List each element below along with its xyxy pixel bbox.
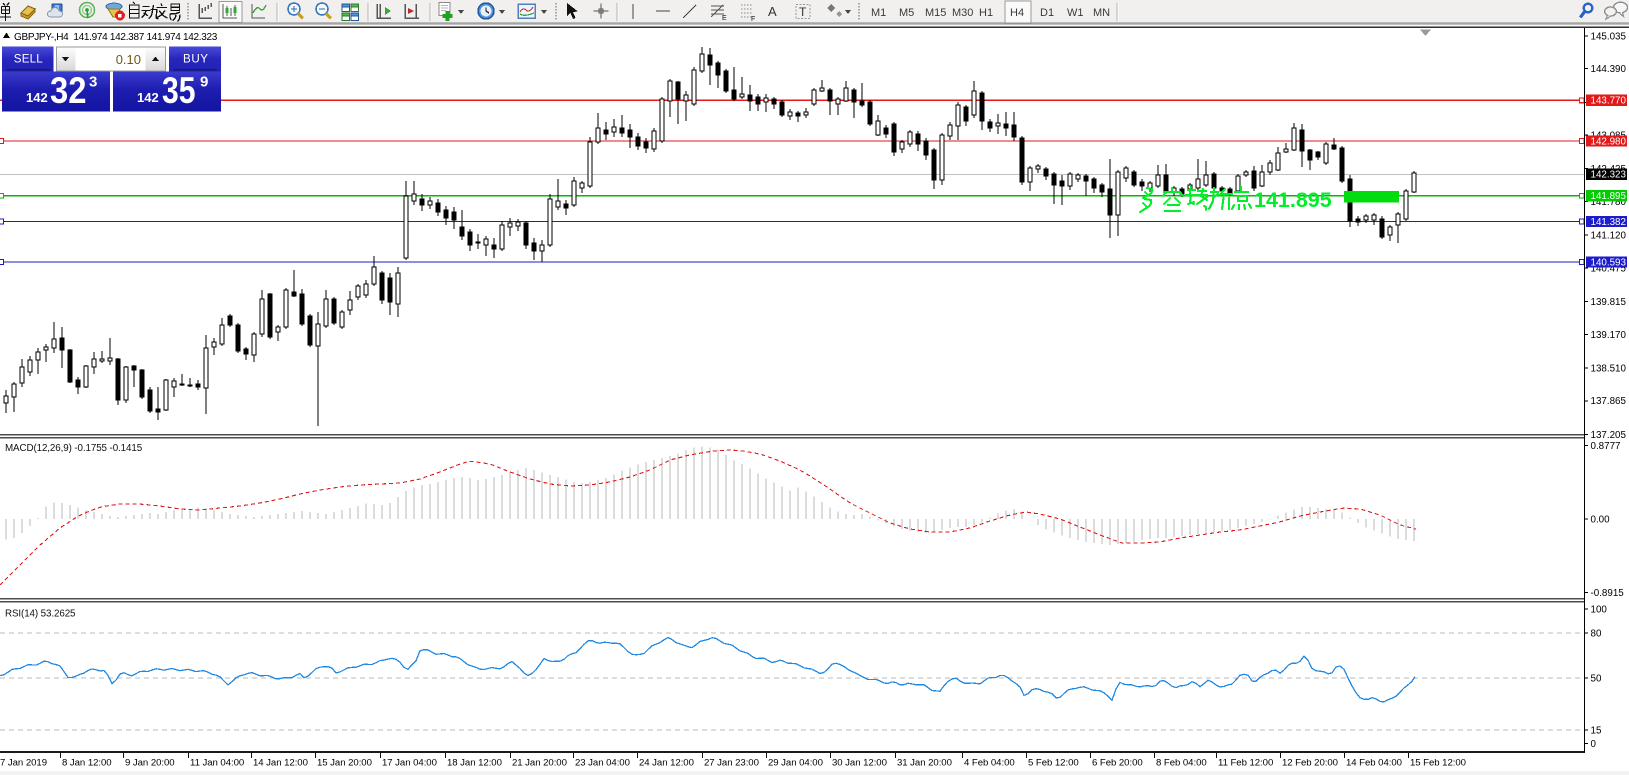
svg-text:29 Jan 04:00: 29 Jan 04:00 xyxy=(768,758,823,769)
svg-text:145.035: 145.035 xyxy=(1591,31,1627,42)
svg-text:14 Jan 12:00: 14 Jan 12:00 xyxy=(253,758,308,769)
svg-text:W1: W1 xyxy=(1067,7,1084,19)
svg-text:27 Jan 23:00: 27 Jan 23:00 xyxy=(704,758,759,769)
svg-text:GBPJPY-,H4 141.974 142.387 14: GBPJPY-,H4 141.974 142.387 141.974 142.3… xyxy=(14,32,218,43)
svg-text:142: 142 xyxy=(26,90,48,105)
svg-text:140.593: 140.593 xyxy=(1591,257,1627,268)
svg-text:F: F xyxy=(751,16,755,23)
svg-text:50: 50 xyxy=(1591,673,1602,684)
svg-text:137.865: 137.865 xyxy=(1591,396,1627,407)
svg-text:21 Jan 20:00: 21 Jan 20:00 xyxy=(512,758,567,769)
svg-text:3: 3 xyxy=(89,74,97,91)
svg-text:D1: D1 xyxy=(1040,7,1054,19)
svg-text:H1: H1 xyxy=(979,7,993,19)
svg-text:-0.8915: -0.8915 xyxy=(1591,588,1625,599)
svg-text:6 Feb 20:00: 6 Feb 20:00 xyxy=(1092,758,1143,769)
svg-text:9 Jan 20:00: 9 Jan 20:00 xyxy=(125,758,175,769)
svg-text:141.895: 141.895 xyxy=(1591,191,1627,202)
svg-text:141.120: 141.120 xyxy=(1591,231,1627,242)
svg-text:143.770: 143.770 xyxy=(1591,96,1627,107)
svg-text:0.00: 0.00 xyxy=(1591,514,1611,525)
svg-text:RSI(14) 53.2625: RSI(14) 53.2625 xyxy=(5,609,76,620)
svg-text:7 Jan 2019: 7 Jan 2019 xyxy=(0,758,47,769)
svg-text:M5: M5 xyxy=(899,7,914,19)
svg-text:144.390: 144.390 xyxy=(1591,64,1627,75)
svg-text:15 Feb 12:00: 15 Feb 12:00 xyxy=(1410,758,1466,769)
svg-text:23 Jan 04:00: 23 Jan 04:00 xyxy=(575,758,630,769)
svg-text:24 Jan 12:00: 24 Jan 12:00 xyxy=(639,758,694,769)
svg-text:80: 80 xyxy=(1591,628,1602,639)
svg-text:MN: MN xyxy=(1093,7,1110,19)
svg-text:0.10: 0.10 xyxy=(116,52,141,67)
svg-text:T: T xyxy=(799,5,807,19)
svg-text:9: 9 xyxy=(200,74,208,91)
svg-text:30 Jan 12:00: 30 Jan 12:00 xyxy=(832,758,887,769)
svg-text:0: 0 xyxy=(1591,739,1597,750)
svg-text:MACD(12,26,9) -0.1755 -0.1415: MACD(12,26,9) -0.1755 -0.1415 xyxy=(5,443,143,454)
svg-text:A: A xyxy=(768,4,777,19)
svg-text:8 Feb 04:00: 8 Feb 04:00 xyxy=(1156,758,1207,769)
svg-text:11 Jan 04:00: 11 Jan 04:00 xyxy=(190,758,244,769)
svg-text:139.815: 139.815 xyxy=(1591,297,1627,308)
svg-text:5 Feb 12:00: 5 Feb 12:00 xyxy=(1028,758,1079,769)
svg-text:140.475: 140.475 xyxy=(1591,263,1627,274)
svg-text:H4: H4 xyxy=(1010,7,1024,19)
svg-text:14 Feb 04:00: 14 Feb 04:00 xyxy=(1346,758,1402,769)
svg-text:35: 35 xyxy=(162,70,196,111)
svg-text:SELL: SELL xyxy=(14,53,44,66)
svg-text:BUY: BUY xyxy=(183,53,209,66)
svg-text:142.980: 142.980 xyxy=(1591,136,1627,147)
svg-text:4 Feb 04:00: 4 Feb 04:00 xyxy=(964,758,1015,769)
svg-text:11 Feb 12:00: 11 Feb 12:00 xyxy=(1218,758,1273,769)
svg-text:0.8777: 0.8777 xyxy=(1591,441,1621,452)
svg-text:141.780: 141.780 xyxy=(1591,197,1627,208)
svg-text:M30: M30 xyxy=(952,7,973,19)
svg-text:8 Jan 12:00: 8 Jan 12:00 xyxy=(62,758,112,769)
svg-text:18 Jan 12:00: 18 Jan 12:00 xyxy=(447,758,502,769)
svg-text:E: E xyxy=(722,15,727,22)
svg-text:142: 142 xyxy=(137,90,159,105)
svg-text:138.510: 138.510 xyxy=(1591,363,1627,374)
svg-text:32: 32 xyxy=(50,70,87,111)
svg-text:137.205: 137.205 xyxy=(1591,430,1627,441)
svg-text:M1: M1 xyxy=(871,7,886,19)
svg-text:31 Jan 20:00: 31 Jan 20:00 xyxy=(897,758,952,769)
svg-text:141.895: 141.895 xyxy=(1254,188,1332,212)
svg-text:15 Jan 20:00: 15 Jan 20:00 xyxy=(317,758,372,769)
svg-text:17 Jan 04:00: 17 Jan 04:00 xyxy=(382,758,437,769)
svg-text:100: 100 xyxy=(1591,604,1608,615)
svg-text:12 Feb 20:00: 12 Feb 20:00 xyxy=(1282,758,1338,769)
svg-text:15: 15 xyxy=(1591,725,1602,736)
svg-text:139.170: 139.170 xyxy=(1591,330,1627,341)
svg-text:M15: M15 xyxy=(925,7,946,19)
svg-text:142.323: 142.323 xyxy=(1591,170,1627,181)
svg-text:141.382: 141.382 xyxy=(1591,217,1626,228)
